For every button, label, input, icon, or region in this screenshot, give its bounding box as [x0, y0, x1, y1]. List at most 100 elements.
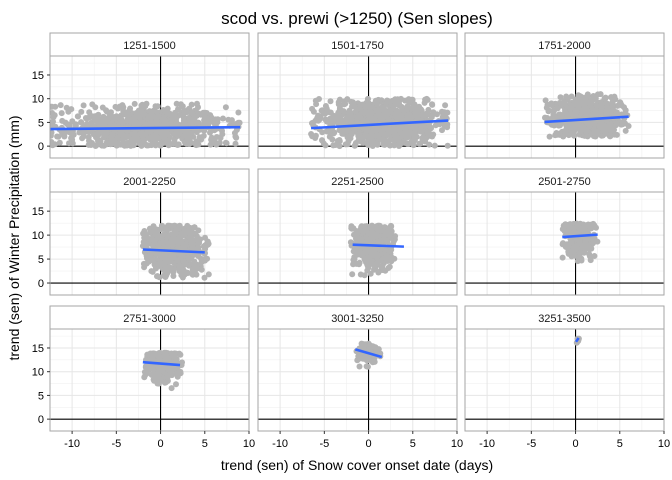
data-point [365, 142, 372, 148]
data-point [137, 130, 144, 137]
data-point [444, 124, 451, 131]
data-point [330, 142, 337, 149]
data-point [308, 131, 315, 137]
data-point [351, 256, 358, 262]
data-point [119, 102, 126, 109]
data-point [201, 127, 208, 134]
data-point [195, 110, 202, 117]
data-point [361, 343, 367, 350]
data-point [572, 252, 579, 259]
y-tick-label: 5 [38, 254, 44, 266]
data-point [51, 141, 58, 148]
data-point [583, 109, 590, 116]
data-point [571, 244, 578, 251]
data-point [383, 139, 390, 145]
data-point [575, 101, 582, 107]
data-point [170, 223, 177, 229]
data-point [154, 121, 161, 127]
x-tick-label: 5 [617, 438, 623, 450]
facet-panel: 2001-2250 0 5 10 15 [32, 168, 250, 296]
facet-strip-label: 2251-2500 [331, 176, 384, 188]
scatter-points [542, 91, 632, 140]
sen-slope-fit-line [544, 115, 629, 124]
data-point [406, 111, 413, 118]
data-point [431, 142, 438, 149]
data-point [109, 131, 116, 138]
data-point [330, 117, 337, 124]
data-point [174, 257, 181, 264]
data-point [180, 258, 187, 265]
panel-border [49, 328, 250, 432]
data-point [177, 263, 184, 270]
sen-slope-fit-line [310, 119, 449, 130]
data-point [364, 237, 371, 244]
y-axis-title: trend (sen) of Winter Precipitation (mm) [6, 115, 22, 360]
data-point [586, 251, 593, 258]
data-point [86, 114, 92, 121]
data-point [66, 129, 73, 136]
data-point [178, 239, 185, 246]
data-point [369, 226, 375, 233]
data-point [120, 110, 127, 117]
data-point [144, 235, 151, 242]
data-point [591, 253, 598, 259]
x-tick-label: -10 [64, 438, 80, 450]
data-point [409, 125, 416, 132]
data-point [430, 111, 437, 118]
data-point [114, 105, 121, 112]
data-point [370, 234, 377, 240]
data-point [363, 127, 370, 134]
data-point [235, 109, 242, 116]
data-point [590, 133, 597, 140]
panel-background [465, 329, 664, 431]
data-point [205, 240, 212, 247]
data-point [186, 262, 192, 269]
data-point [136, 140, 143, 147]
panel-background [258, 329, 457, 431]
data-point [347, 110, 354, 117]
data-point [385, 225, 392, 232]
data-point [213, 134, 220, 140]
facet-panel: 3001-3250 -10 -5 0 5 10 [257, 305, 463, 450]
data-point [351, 142, 358, 149]
data-point [316, 115, 323, 122]
data-point [111, 115, 118, 122]
facet-panel: 1501-1750 [257, 32, 458, 159]
data-point [542, 97, 549, 104]
x-tick-label: -5 [319, 438, 329, 450]
data-point [351, 126, 358, 133]
data-point [348, 131, 355, 138]
data-point [367, 105, 373, 112]
data-point [107, 141, 114, 148]
y-tick-label: 10 [32, 94, 44, 106]
data-point [170, 122, 177, 128]
data-point [340, 118, 347, 125]
data-point [383, 237, 390, 244]
y-tick-label: 5 [38, 390, 44, 402]
data-point [405, 140, 412, 147]
data-point [563, 93, 570, 100]
data-point [50, 132, 54, 139]
data-point [395, 113, 402, 119]
data-point [544, 115, 551, 121]
data-point [151, 107, 158, 114]
facet-panel: 1251-1500 0 5 10 15 [32, 32, 250, 159]
x-tick-label: -5 [111, 438, 121, 450]
data-point [180, 267, 187, 274]
data-point [169, 116, 175, 123]
data-point [560, 240, 566, 247]
data-point [330, 112, 337, 119]
data-point [348, 225, 355, 232]
facet-panel: 1751-2000 [464, 32, 665, 159]
panel-border [464, 55, 665, 159]
data-point [356, 249, 363, 256]
data-point [357, 238, 364, 245]
data-point [564, 244, 571, 251]
data-point [378, 129, 385, 136]
sen-slope-fit-line [142, 248, 205, 254]
data-point [598, 101, 605, 108]
data-point [373, 101, 380, 108]
data-point [319, 137, 326, 144]
data-point [363, 363, 370, 370]
